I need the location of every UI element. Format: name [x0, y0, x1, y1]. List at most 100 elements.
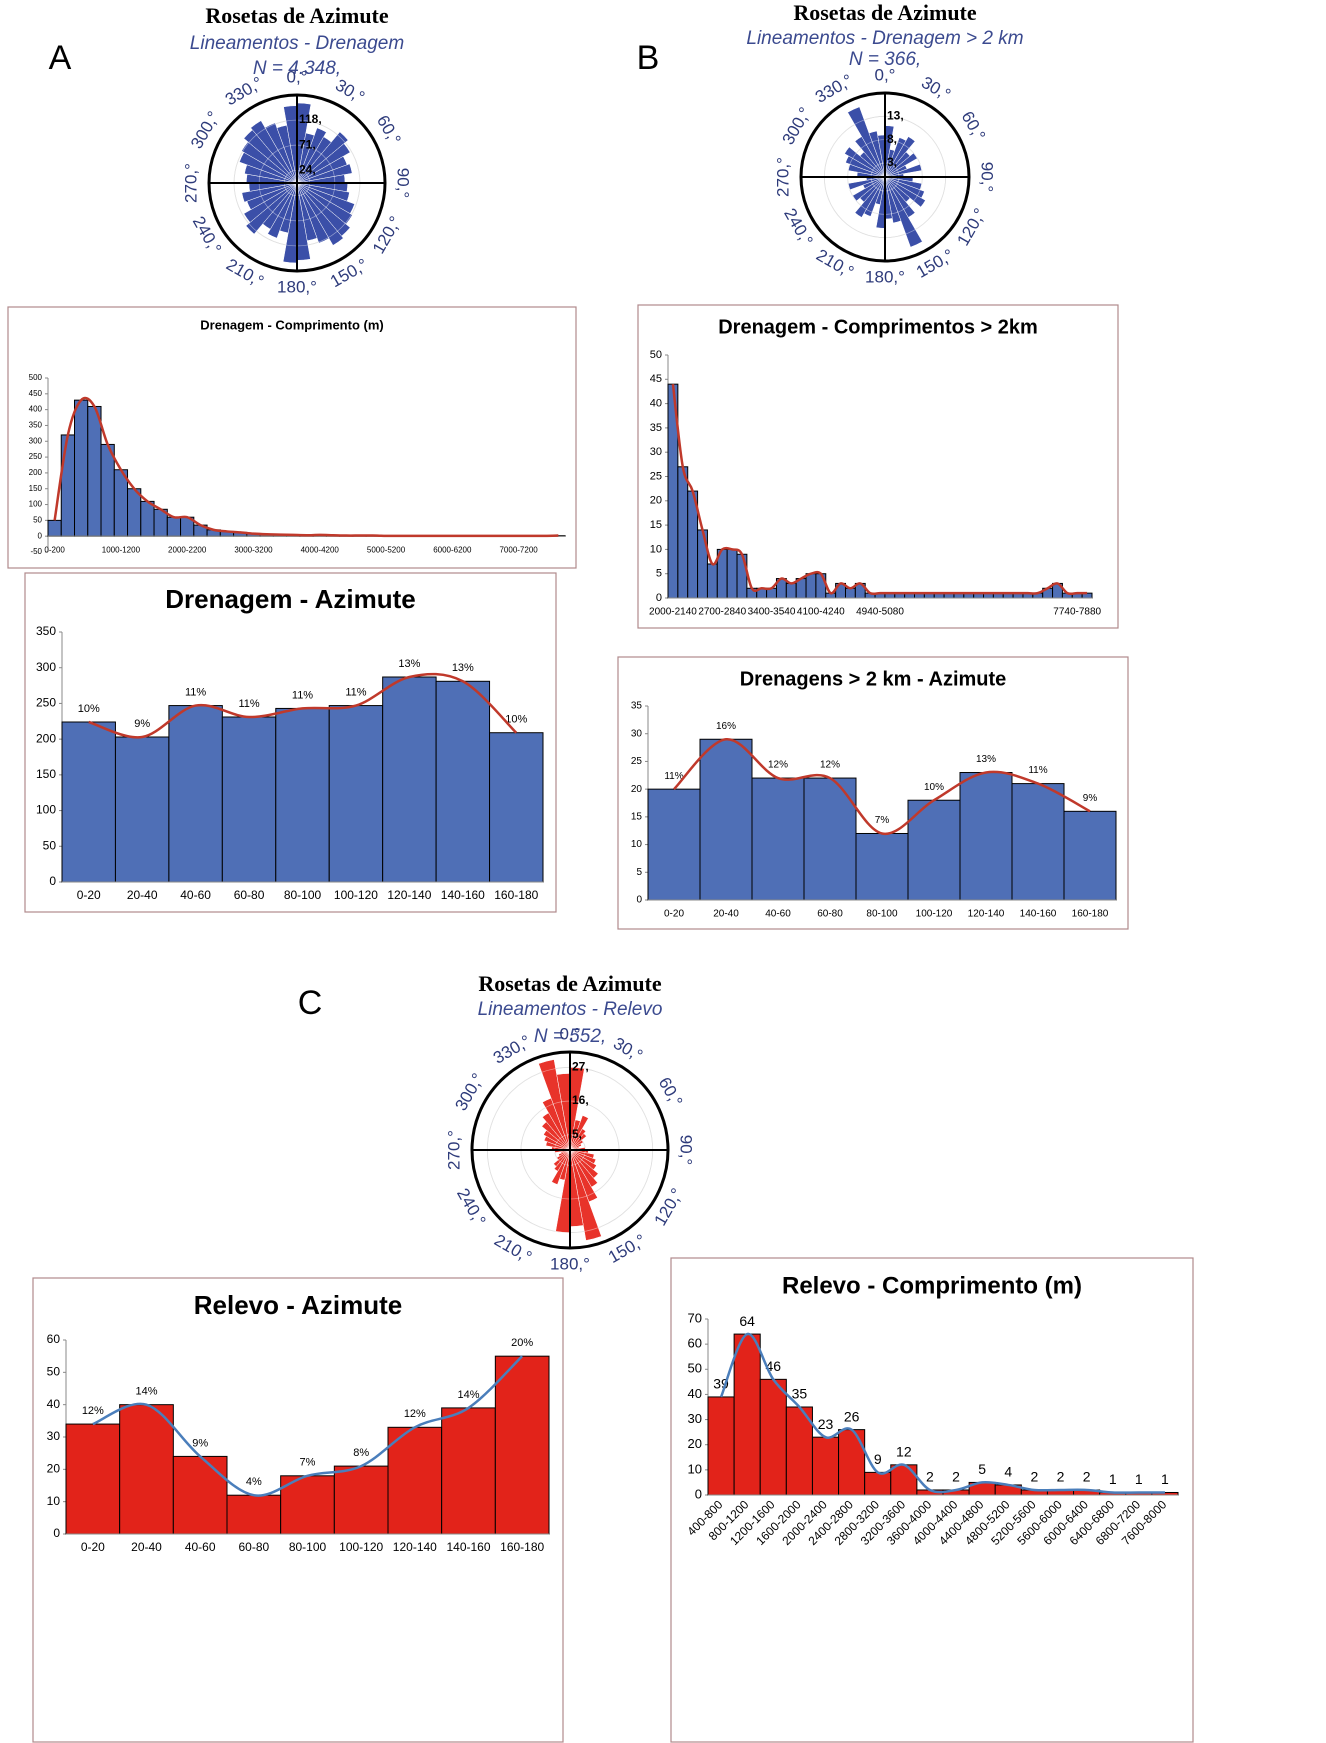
bar: [87, 405, 102, 537]
trend-line: [671, 384, 1088, 596]
y-tick-label: 30: [688, 1411, 702, 1426]
y-tick-label: 0: [636, 895, 642, 906]
y-tick-label: 70: [688, 1310, 702, 1325]
angle-tick-label: 30,°: [918, 73, 954, 105]
x-tick-label: 40-60: [185, 1540, 216, 1554]
bar: [959, 772, 1013, 901]
bar: [140, 500, 155, 537]
bar: [127, 488, 142, 537]
angle-tick-label: 60,°: [655, 1074, 687, 1110]
y-tick-label: 40: [650, 398, 662, 410]
chart-title: Drenagem - Azimute: [165, 584, 415, 614]
angle-tick-label: 120,°: [369, 213, 405, 257]
angle-tick-label: 90,°: [394, 168, 413, 198]
radial-tick-label: 3,: [887, 155, 897, 169]
angle-tick-label: 60,°: [958, 108, 990, 144]
x-tick-label: 6000-6200: [433, 545, 472, 554]
x-tick-label: 120-140: [968, 909, 1005, 920]
rose-sector: [551, 1149, 571, 1185]
angle-tick-label: 0,°: [287, 67, 308, 86]
panel-label: B: [637, 39, 660, 77]
radial-tick-label: 13,: [887, 109, 904, 123]
bar-label: 13%: [398, 658, 420, 670]
chart-frame: [670, 1257, 1194, 1743]
x-tick-label: 0-20: [81, 1540, 105, 1554]
y-tick-label: 0: [38, 531, 43, 540]
rose-sector: [556, 1149, 571, 1161]
bar-label: 11%: [185, 686, 206, 698]
bar: [489, 732, 544, 883]
x-tick-label: 4100-4240: [797, 607, 845, 618]
y-tick-label: 30: [47, 1429, 61, 1443]
bar: [61, 721, 116, 883]
angle-tick-label: 60,°: [373, 112, 405, 148]
bar: [494, 1355, 550, 1535]
rose-sector: [245, 182, 298, 235]
bar: [855, 832, 909, 901]
x-tick-label: 100-120: [916, 909, 953, 920]
rose-sector: [296, 182, 330, 244]
rose-frame: [470, 1050, 670, 1250]
y-tick-label: 20: [688, 1436, 702, 1451]
rose-sector: [868, 130, 886, 178]
x-tick-label: 1000-1200: [102, 545, 141, 554]
angle-tick-label: 150,°: [327, 255, 371, 291]
rose-sector: [296, 131, 349, 184]
x-tick-label: 7740-7880: [1053, 607, 1101, 618]
value-label: 23: [818, 1416, 834, 1432]
y-tick-label: 60: [688, 1336, 702, 1351]
angle-tick-label: 30,°: [332, 75, 368, 107]
bar: [172, 1455, 228, 1535]
bar: [1011, 783, 1065, 901]
bar: [119, 1404, 174, 1535]
bar-label: 11%: [1028, 765, 1047, 776]
y-tick-label: 25: [631, 756, 643, 767]
bar: [65, 1423, 121, 1535]
x-tick-label: 4000-4200: [301, 545, 340, 554]
y-tick-label: 0: [53, 1526, 60, 1540]
trend-line: [88, 672, 518, 739]
bar: [890, 1464, 918, 1496]
radial-tick-label: 8,: [887, 132, 897, 146]
rose-sector: [569, 1143, 582, 1151]
x-tick-label: 60-80: [234, 888, 265, 902]
bar: [699, 738, 753, 901]
rose-sector: [264, 122, 298, 184]
x-tick-label: 60-80: [238, 1540, 269, 1554]
rose-sector: [569, 1128, 587, 1151]
angle-tick-label: 120,°: [651, 1185, 687, 1229]
bar: [707, 1396, 735, 1496]
y-tick-label: 50: [688, 1361, 702, 1376]
value-label: 2: [1083, 1469, 1091, 1485]
y-tick-label: 400: [29, 405, 43, 414]
rose-sector: [553, 1149, 571, 1167]
angle-tick-label: 90,°: [978, 162, 997, 192]
value-label: 1: [1161, 1471, 1169, 1487]
angle-tick-label: 150,°: [605, 1231, 649, 1267]
chart-title: Drenagem - Comprimentos > 2km: [718, 316, 1038, 338]
radial-tick-label: 5,: [572, 1127, 582, 1141]
chart-subtitle: Lineamentos - Relevo: [478, 999, 663, 1020]
x-tick-label: 4940-5080: [856, 607, 904, 618]
bar: [733, 1333, 761, 1496]
x-tick-label: 3000-3200: [234, 545, 273, 554]
x-tick-label: 80-100: [284, 888, 322, 902]
y-tick-label: 5: [656, 568, 662, 580]
bar: [280, 1475, 335, 1535]
bar-label: 11%: [345, 686, 366, 698]
bar-label: 14%: [135, 1386, 157, 1398]
angle-tick-label: 180,°: [277, 277, 317, 296]
sample-size: N = 366,: [849, 49, 921, 70]
angle-tick-label: 180,°: [550, 1254, 590, 1273]
bar-label: 10%: [78, 703, 100, 715]
y-tick-label: 40: [688, 1386, 702, 1401]
rose-sector: [296, 163, 353, 184]
x-tick-label: 140-160: [1020, 909, 1057, 920]
sample-size: N = 4.348,: [253, 58, 341, 79]
value-label: 12: [896, 1444, 912, 1460]
bar: [811, 1436, 840, 1496]
radial-tick-label: 16,: [572, 1093, 589, 1107]
rose-sector: [854, 176, 886, 218]
angle-tick-label: 150,°: [913, 245, 957, 281]
value-label: 9: [874, 1451, 882, 1467]
